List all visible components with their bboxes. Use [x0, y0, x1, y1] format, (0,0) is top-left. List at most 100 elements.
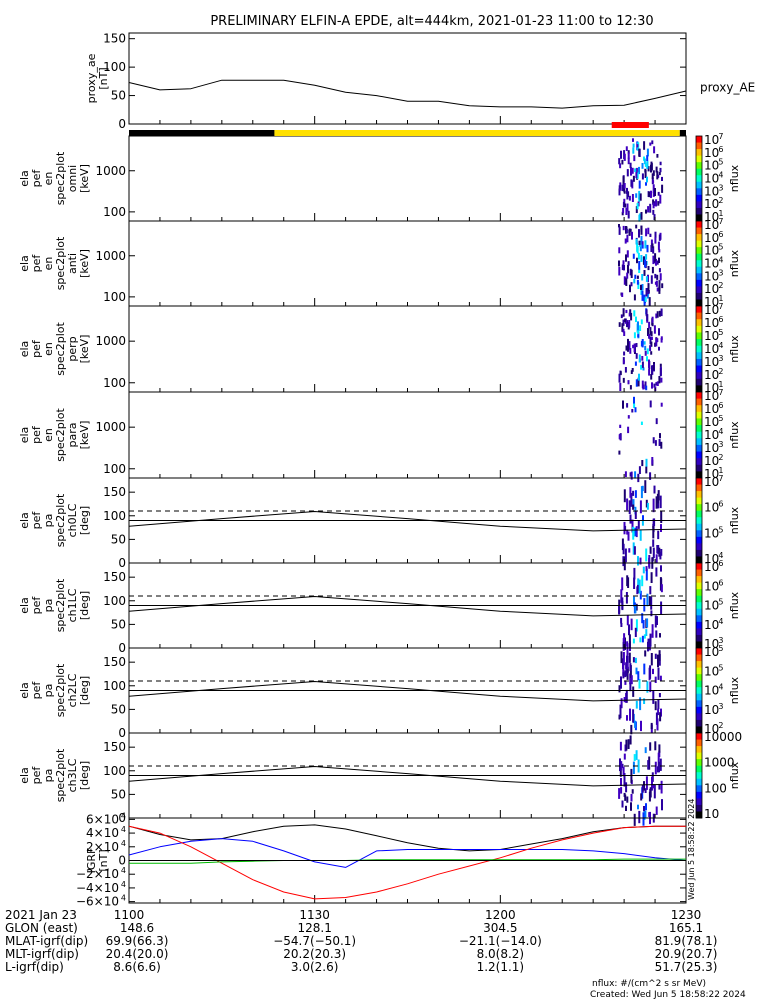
colorbar-swatch [696, 674, 702, 682]
heatmap-cell [626, 190, 629, 200]
heatmap-cell [626, 529, 629, 535]
heatmap-cell [619, 163, 622, 169]
heatmap-cell [636, 257, 638, 264]
heatmap-cell [622, 672, 625, 679]
x-row-value: 148.6 [120, 921, 154, 935]
heatmap-cell [640, 212, 643, 220]
heatmap-cell [657, 241, 660, 250]
heatmap-cell [629, 487, 632, 498]
y-label-line: ela [18, 767, 31, 784]
colorbar-frame [695, 732, 703, 819]
colorbar-swatch [696, 444, 702, 453]
colorbar-swatch [696, 791, 702, 799]
heatmap-cell [621, 211, 624, 216]
y-axis: 100 1000 [95, 249, 687, 306]
heatmap-cell [644, 163, 647, 167]
colorbar-swatch [696, 260, 702, 268]
heatmap-cell [618, 260, 620, 267]
y-label-line: pa [42, 599, 55, 613]
heatmap-cell [623, 183, 626, 189]
heatmap-cell [651, 322, 654, 327]
heatmap-cell [629, 682, 632, 692]
y-tick-label: 100 [103, 679, 126, 693]
colorbar-swatch [696, 431, 702, 439]
heatmap-cell [621, 184, 624, 192]
heatmap-cell [623, 331, 626, 336]
heatmap-cell [618, 788, 621, 799]
colorbar-swatch [696, 556, 702, 564]
y-tick-exponent: 4 [121, 825, 126, 834]
heatmap-cell [618, 434, 621, 440]
heatmap-cell [649, 665, 652, 679]
colorbar-tick-label: 10 [704, 257, 719, 271]
colorbar-swatch [696, 142, 702, 150]
heatmap-cell [635, 316, 637, 323]
colorbar-tick-exponent: 7 [718, 302, 723, 311]
colorbar-tick-exponent: 1 [718, 294, 723, 303]
x-row-label: 2021 Jan 23 [5, 908, 77, 922]
colorbar-swatch [696, 162, 702, 170]
heatmap-cell [635, 667, 638, 675]
heatmap-cell [658, 234, 661, 241]
heatmap-cell [644, 350, 647, 356]
heatmap-cell [632, 657, 635, 663]
heatmap-cell [624, 203, 627, 208]
x-row-value: 69.9(66.3) [106, 934, 169, 948]
y-label-line: [deg] [78, 591, 91, 620]
colorbar-swatch [696, 733, 702, 741]
colorbar-tick-exponent: 5 [718, 644, 723, 653]
y-label-line: [deg] [78, 506, 91, 535]
heatmap-cell [634, 604, 637, 614]
heatmap-cell [658, 328, 660, 336]
heatmap-cell [641, 294, 644, 301]
y-label-line: IGRF [85, 848, 98, 874]
heatmap-cell [651, 365, 653, 374]
colorbar-swatch [696, 372, 702, 380]
colorbar-tick-exponent: 1 [718, 209, 723, 218]
heatmap-cell [643, 806, 645, 812]
heatmap-cell [634, 471, 637, 479]
x-row-value: 20.9(20.7) [655, 947, 718, 961]
colorbar-tick-exponent: 4 [718, 683, 723, 692]
heatmap-cell [622, 766, 625, 777]
colorbar-swatch [696, 595, 702, 603]
heatmap-cell [661, 283, 664, 289]
colorbar-tick-label: 10 [704, 599, 719, 613]
heatmap-cell [645, 568, 648, 581]
heatmap-cell [627, 739, 630, 749]
x-row-value: 128.1 [297, 921, 331, 935]
colorbar-tick-label: 10 [704, 526, 719, 540]
y-label-line: spec2plot [54, 493, 67, 547]
heatmap-cell [633, 577, 636, 589]
heatmap-cell [652, 668, 654, 675]
colorbar-swatch [696, 569, 702, 577]
heatmap-cell [630, 171, 633, 176]
heatmap-cell [618, 188, 621, 196]
heatmap-cell [634, 361, 637, 366]
colorbar-swatch [696, 306, 702, 314]
heatmap-cell [658, 346, 660, 351]
y-label-line: pef [30, 169, 43, 188]
colorbar-tick-label: 10 [704, 231, 719, 245]
heatmap-cell [630, 675, 633, 685]
y-tick-exponent: 4 [121, 811, 126, 820]
heatmap-cell [634, 720, 637, 728]
heatmap-cell [638, 180, 641, 189]
colorbar-swatch [696, 438, 702, 446]
heatmap-cell [633, 155, 636, 162]
x-row-value: 20.4(20.0) [106, 947, 169, 961]
heatmap-cell [626, 320, 628, 328]
heatmap-cell [638, 261, 641, 270]
heatmap-cell [633, 596, 635, 607]
y-label-line: spec2plot [54, 151, 67, 205]
heatmap-cell [652, 498, 655, 513]
heatmap-cell [656, 154, 659, 158]
heatmap-cell [643, 781, 645, 791]
heatmap-cell [640, 225, 643, 232]
colorbar-swatch [696, 214, 702, 222]
heatmap-cell [623, 633, 626, 644]
heatmap-cell [626, 187, 628, 194]
heatmap-cell [656, 766, 659, 773]
